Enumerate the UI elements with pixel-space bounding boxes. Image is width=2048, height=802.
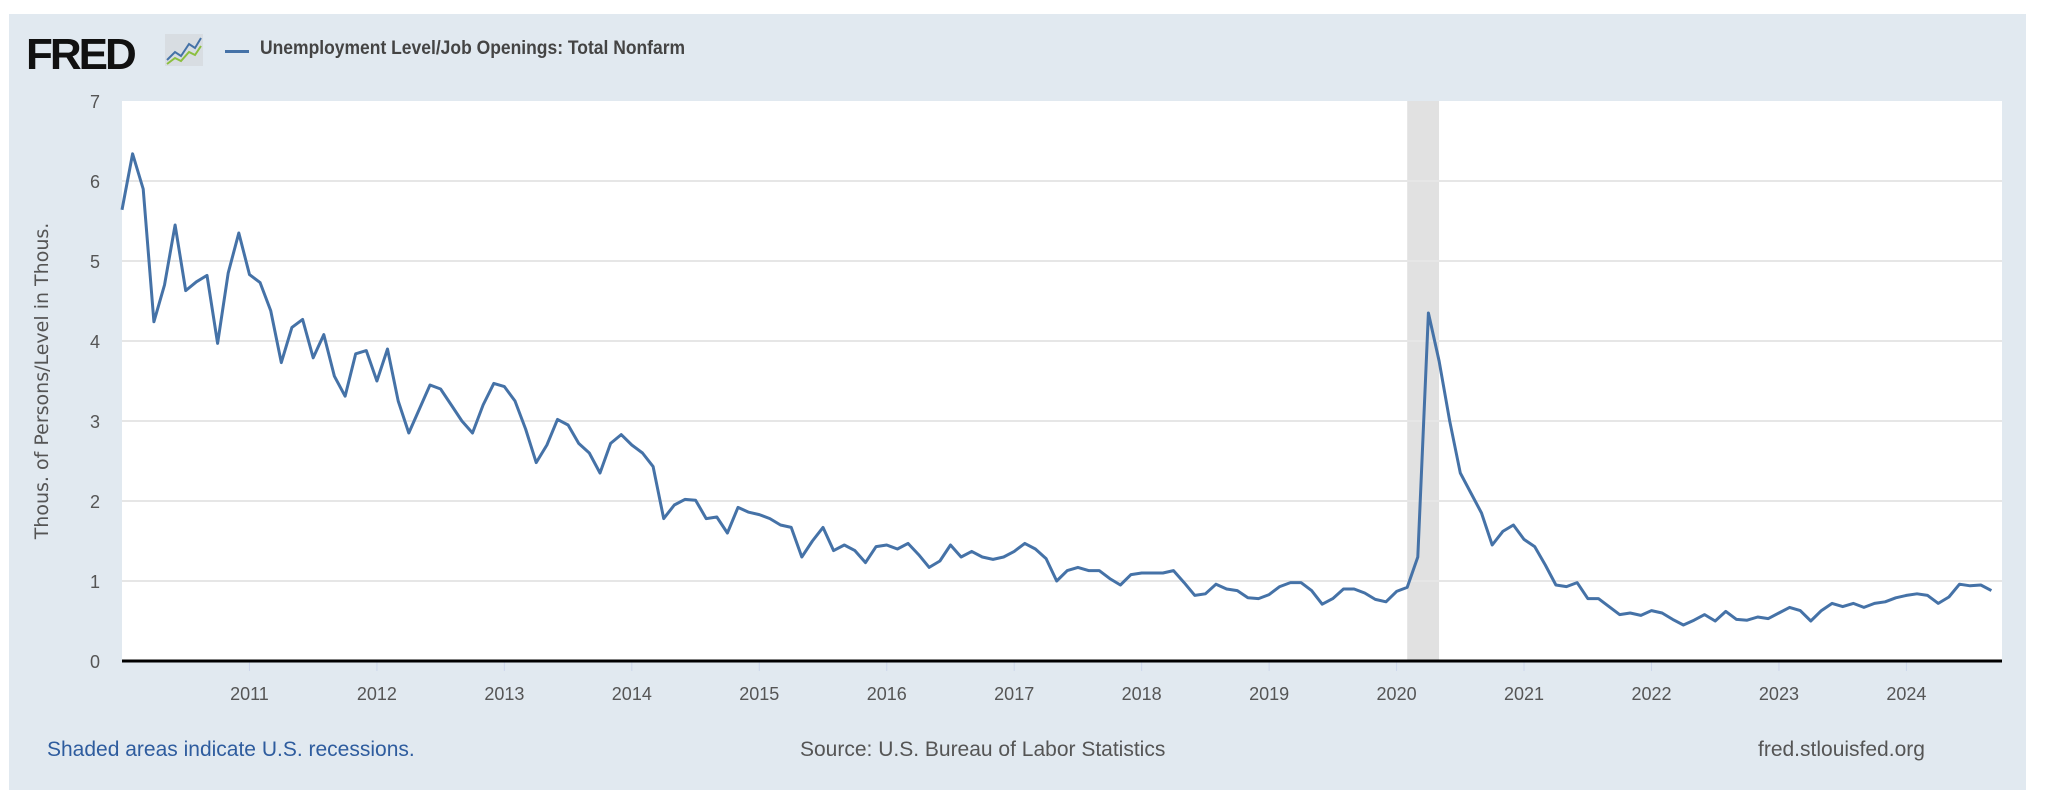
recession-note-link[interactable]: Shaded areas indicate U.S. recessions.	[47, 738, 415, 761]
y-tick-label: 1	[90, 572, 100, 592]
source-label: Source: U.S. Bureau of Labor Statistics	[800, 738, 1166, 761]
x-tick-label: 2015	[739, 684, 779, 704]
y-tick-label: 2	[90, 492, 100, 512]
x-tick-label: 2019	[1249, 684, 1289, 704]
y-tick-label: 5	[90, 252, 100, 272]
x-tick-label: 2018	[1122, 684, 1162, 704]
fred-chart-logo-icon	[165, 34, 203, 66]
x-tick-label: 2017	[994, 684, 1034, 704]
plot-area	[122, 101, 2002, 661]
series-line	[120, 152, 1993, 627]
legend-swatch	[225, 50, 249, 53]
y-tick-label: 7	[90, 92, 100, 112]
fred-logo[interactable]: FRED	[26, 30, 137, 79]
x-tick-label: 2021	[1504, 684, 1544, 704]
x-tick-label: 2023	[1759, 684, 1799, 704]
y-tick-label: 6	[90, 172, 100, 192]
legend-label: Unemployment Level/Job Openings: Total N…	[260, 38, 686, 59]
y-axis-title: Thous. of Persons/Level in Thous.	[31, 223, 53, 541]
site-link[interactable]: fred.stlouisfed.org	[1758, 738, 1925, 761]
x-tick-label: 2022	[1631, 684, 1671, 704]
y-tick-label: 3	[90, 412, 100, 432]
x-tick-label: 2012	[357, 684, 397, 704]
x-tick-label: 2011	[230, 684, 269, 704]
y-tick-label: 0	[90, 652, 100, 672]
x-tick-label: 2024	[1886, 684, 1926, 704]
x-tick-label: 2013	[484, 684, 524, 704]
x-tick-label: 2016	[867, 684, 907, 704]
x-tick-label: 2020	[1377, 684, 1417, 704]
y-tick-label: 4	[90, 332, 100, 352]
x-tick-label: 2014	[612, 684, 652, 704]
